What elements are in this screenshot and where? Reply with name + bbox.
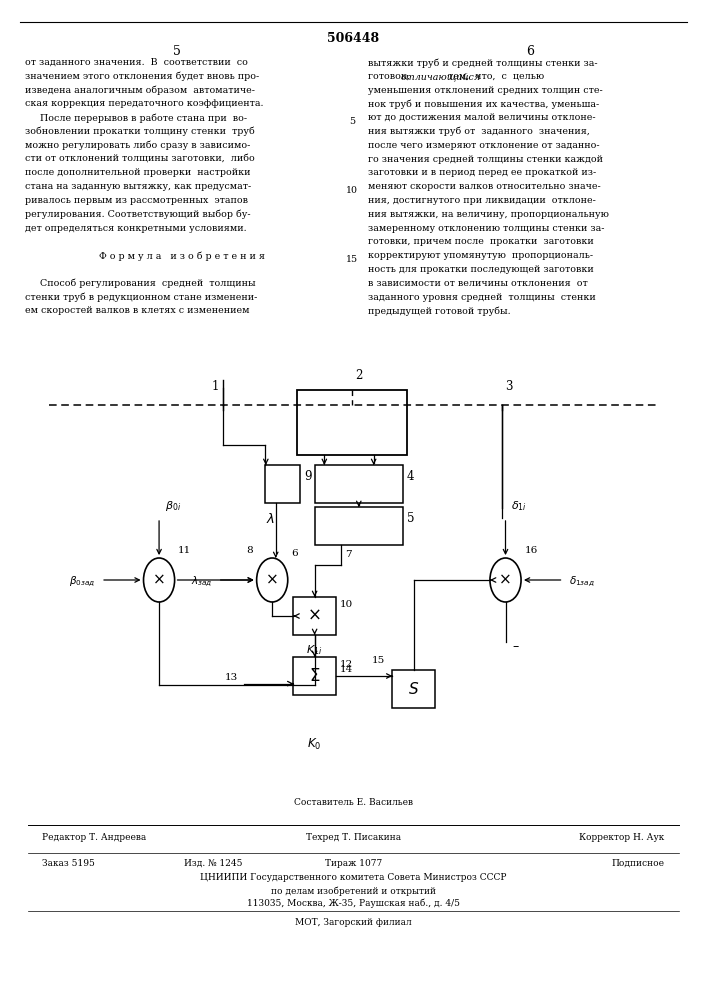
Text: в зависимости от величины отклонения  от: в зависимости от величины отклонения от: [368, 279, 588, 288]
Text: уменьшения отклонений средних толщин сте-: уменьшения отклонений средних толщин сте…: [368, 86, 602, 95]
Text: Редактор Т. Андреева: Редактор Т. Андреева: [42, 833, 146, 842]
Text: $\delta_{1зад}$: $\delta_{1зад}$: [569, 575, 595, 589]
Text: сти от отклонений толщины заготовки,  либо: сти от отклонений толщины заготовки, либ…: [25, 155, 255, 164]
Text: ния, достигнутого при ликвидации  отклоне-: ния, достигнутого при ликвидации отклоне…: [368, 196, 595, 205]
Text: отличающийся: отличающийся: [401, 72, 481, 81]
Text: 7: 7: [344, 550, 351, 559]
Text: можно регулировать либо сразу в зависимо-: можно регулировать либо сразу в зависимо…: [25, 141, 250, 150]
Text: Способ регулирования  средней  толщины: Способ регулирования средней толщины: [25, 279, 255, 288]
Text: 9: 9: [304, 470, 312, 483]
Bar: [392, 670, 435, 708]
Text: по делам изобретений и открытий: по делам изобретений и открытий: [271, 886, 436, 896]
Text: 2: 2: [355, 369, 363, 382]
Text: ют до достижения малой величины отклоне-: ют до достижения малой величины отклоне-: [368, 113, 595, 122]
Text: стана на заданную вытяжку, как предусмат-: стана на заданную вытяжку, как предусмат…: [25, 182, 251, 191]
Text: 5: 5: [349, 117, 355, 126]
Text: $\beta_{0зад}$: $\beta_{0зад}$: [69, 575, 95, 589]
Text: ния вытяжки труб от  заданного  значения,: ния вытяжки труб от заданного значения,: [368, 127, 590, 136]
Text: готовок,: готовок,: [368, 72, 412, 81]
Text: значением этого отклонения будет вновь про-: значением этого отклонения будет вновь п…: [25, 72, 259, 81]
Text: заданного уровня средней  толщины  стенки: заданного уровня средней толщины стенки: [368, 293, 595, 302]
Text: регулирования. Соответствующий выбор бу-: регулирования. Соответствующий выбор бу-: [25, 210, 250, 219]
Text: корректируют упомянутую  пропорциональ-: корректируют упомянутую пропорциональ-: [368, 251, 592, 260]
Text: 113035, Москва, Ж-35, Раушская наб., д. 4/5: 113035, Москва, Ж-35, Раушская наб., д. …: [247, 899, 460, 908]
Text: $\lambda_{зад}$: $\lambda_{зад}$: [192, 575, 213, 589]
Text: ность для прокатки последующей заготовки: ность для прокатки последующей заготовки: [368, 265, 593, 274]
Text: 15: 15: [372, 656, 385, 665]
Text: после чего измеряют отклонение от заданно-: после чего измеряют отклонение от заданн…: [368, 141, 600, 150]
Text: 6: 6: [291, 549, 298, 558]
Text: 10: 10: [346, 186, 358, 195]
Text: МОТ, Загорский филиал: МОТ, Загорский филиал: [296, 918, 411, 927]
Bar: [293, 597, 336, 635]
Text: 13: 13: [225, 673, 238, 682]
Text: 12: 12: [339, 660, 353, 669]
Text: 5: 5: [407, 512, 414, 525]
Text: 8: 8: [247, 546, 253, 555]
Text: ская коррекция передаточного коэффициента.: ская коррекция передаточного коэффициент…: [25, 99, 263, 108]
Text: от заданного значения.  В  соответствии  со: от заданного значения. В соответствии со: [25, 58, 247, 67]
Text: предыдущей готовой трубы.: предыдущей готовой трубы.: [368, 306, 510, 316]
Text: Изд. № 1245: Изд. № 1245: [184, 859, 243, 868]
Text: ×: ×: [308, 607, 322, 625]
Text: зобновлении прокатки толщину стенки  труб: зобновлении прокатки толщину стенки труб: [25, 127, 255, 136]
Text: изведена аналогичным образом  автоматиче-: изведена аналогичным образом автоматиче-: [25, 86, 255, 95]
Text: 506448: 506448: [327, 32, 380, 45]
Text: –: –: [513, 641, 519, 654]
Text: стенки труб в редукционном стане изменени-: стенки труб в редукционном стане изменен…: [25, 293, 257, 302]
Text: го значения средней толщины стенки каждой: го значения средней толщины стенки каждо…: [368, 155, 602, 164]
Text: вытяжки труб и средней толщины стенки за-: вытяжки труб и средней толщины стенки за…: [368, 58, 597, 68]
Text: ×: ×: [153, 572, 165, 587]
Text: 16: 16: [525, 546, 538, 555]
Text: Составитель Е. Васильев: Составитель Е. Васильев: [294, 798, 413, 807]
Bar: [265, 465, 300, 503]
Text: Заказ 5195: Заказ 5195: [42, 859, 95, 868]
Text: $K_{1i}$: $K_{1i}$: [306, 643, 323, 657]
Text: S: S: [409, 682, 419, 696]
Text: 3: 3: [506, 380, 513, 393]
Text: 5: 5: [173, 45, 181, 58]
Text: тем,  что,  с  целью: тем, что, с целью: [445, 72, 544, 81]
Text: Тираж 1077: Тираж 1077: [325, 859, 382, 868]
Text: Техред Т. Писакина: Техред Т. Писакина: [306, 833, 401, 842]
Text: ния вытяжки, на величину, пропорциональную: ния вытяжки, на величину, пропорциональн…: [368, 210, 609, 219]
Text: ривалось первым из рассмотренных  этапов: ривалось первым из рассмотренных этапов: [25, 196, 247, 205]
Text: замеренному отклонению толщины стенки за-: замеренному отклонению толщины стенки за…: [368, 224, 604, 233]
Text: ×: ×: [266, 572, 279, 587]
Text: ем скоростей валков в клетях с изменением: ем скоростей валков в клетях с изменение…: [25, 306, 250, 315]
Text: готовки, причем после  прокатки  заготовки: готовки, причем после прокатки заготовки: [368, 237, 593, 246]
Text: $\beta_{0i}$: $\beta_{0i}$: [165, 499, 181, 513]
Text: меняют скорости валков относительно значе-: меняют скорости валков относительно знач…: [368, 182, 600, 191]
Text: 15: 15: [346, 255, 358, 264]
Text: Корректор Н. Аук: Корректор Н. Аук: [579, 833, 665, 842]
Bar: [315, 507, 403, 545]
Text: $\delta_{1i}$: $\delta_{1i}$: [511, 499, 527, 513]
Text: λ: λ: [266, 513, 274, 526]
Text: 10: 10: [339, 600, 353, 609]
Text: После перерывов в работе стана при  во-: После перерывов в работе стана при во-: [25, 113, 247, 123]
Bar: [297, 390, 407, 455]
Text: дет определяться конкретными условиями.: дет определяться конкретными условиями.: [25, 224, 246, 233]
Text: $K_0$: $K_0$: [308, 737, 322, 752]
Text: Σ: Σ: [310, 667, 320, 685]
Text: ×: ×: [499, 572, 512, 587]
Bar: [293, 657, 336, 695]
Text: 6: 6: [526, 45, 534, 58]
Text: нок труб и повышения их качества, уменьша-: нок труб и повышения их качества, уменьш…: [368, 99, 599, 109]
Text: после дополнительной проверки  настройки: после дополнительной проверки настройки: [25, 168, 250, 177]
Text: 4: 4: [407, 470, 414, 483]
Text: Подписное: Подписное: [612, 859, 665, 868]
Text: Ф о р м у л а   и з о б р е т е н и я: Ф о р м у л а и з о б р е т е н и я: [99, 251, 265, 261]
Text: 14: 14: [339, 665, 353, 674]
Bar: [315, 465, 403, 503]
Text: ЦНИИПИ Государственного комитета Совета Министроз СССР: ЦНИИПИ Государственного комитета Совета …: [200, 873, 507, 882]
Text: заготовки и в период перед ее прокаткой из-: заготовки и в период перед ее прокаткой …: [368, 168, 596, 177]
Text: 1: 1: [212, 380, 219, 393]
Text: 11: 11: [178, 546, 192, 555]
